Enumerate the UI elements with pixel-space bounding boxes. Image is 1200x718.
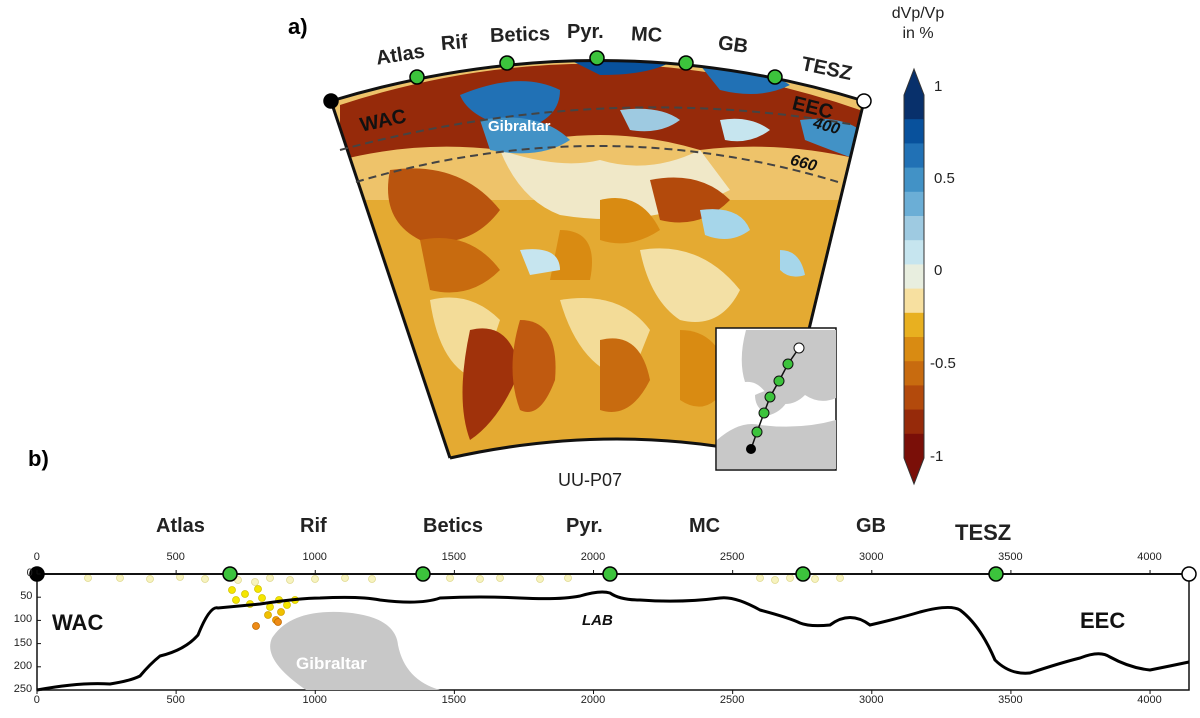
panel-b-label: b) xyxy=(28,446,49,471)
colorbar xyxy=(903,67,925,486)
x-tick-label-bottom: 2500 xyxy=(719,694,745,706)
x-tick-label-bottom: 3000 xyxy=(858,694,884,706)
colorbar-tick: 0 xyxy=(934,262,943,279)
region-label-gb: GB xyxy=(856,515,886,537)
region-label-pyrenees: Pyr. xyxy=(567,21,604,43)
x-tick-label-bottom: 2000 xyxy=(580,694,606,706)
lab-depth-curve xyxy=(36,590,1190,692)
inset-location-map xyxy=(715,327,837,471)
colorbar-tick: -0.5 xyxy=(930,355,956,372)
y-tick-label: 150 xyxy=(13,636,33,649)
colorbar-title-line2: in % xyxy=(902,25,934,42)
region-label-pyrenees: Pyr. xyxy=(566,515,603,537)
colorbar-step xyxy=(904,143,924,169)
colorbar-step xyxy=(904,312,924,338)
colorbar-step xyxy=(904,433,924,459)
x-tick-label-top: 500 xyxy=(166,551,185,563)
colorbar-step xyxy=(904,385,924,411)
colorbar-step xyxy=(904,264,924,290)
station-marker xyxy=(222,566,238,582)
station-marker xyxy=(499,55,515,71)
station-marker xyxy=(589,50,605,66)
station-marker xyxy=(409,69,425,85)
x-tick-label-top: 1000 xyxy=(302,551,327,563)
y-tick-label: 200 xyxy=(13,659,33,672)
discontinuity-660-line xyxy=(355,145,839,183)
colorbar-step xyxy=(904,95,924,120)
region-label-rif: Rif xyxy=(440,30,469,56)
colorbar-step xyxy=(904,119,924,144)
x-tick-label-top: 1500 xyxy=(441,551,467,563)
profile-name: UU-P07 xyxy=(558,470,623,490)
x-tick-label-top: 2500 xyxy=(719,551,745,563)
colorbar-step xyxy=(904,361,924,386)
colorbar-tick: 0.5 xyxy=(934,170,955,187)
x-tick-label-bottom: 0 xyxy=(33,694,40,706)
station-marker xyxy=(678,55,694,71)
region-label-massif-central: MC xyxy=(689,515,721,537)
wedge-left-boundary xyxy=(329,100,452,459)
gibraltar-label: Gibraltar xyxy=(296,654,367,673)
lab-label: LAB xyxy=(582,612,613,629)
x-tick-label-top: 4000 xyxy=(1137,551,1162,563)
colorbar-step xyxy=(904,191,924,217)
y-tick-label: 250 xyxy=(13,683,33,695)
x-tick-label-bottom: 4000 xyxy=(1137,694,1162,706)
station-marker xyxy=(602,566,618,582)
region-label-atlas: Atlas xyxy=(156,515,205,537)
region-label-betics: Betics xyxy=(489,22,551,48)
station-marker xyxy=(795,566,811,582)
x-tick-label-bottom: 3500 xyxy=(998,694,1023,706)
colorbar-max-extension xyxy=(904,69,924,95)
region-label-rif: Rif xyxy=(300,515,327,537)
colorbar-step xyxy=(904,240,924,265)
colorbar-title: dVp/Vp in % xyxy=(878,4,958,44)
y-tick-label: 100 xyxy=(13,613,33,626)
x-tick-label-top: 0 xyxy=(33,551,40,563)
region-label-betics: Betics xyxy=(423,515,484,537)
y-tick-label: 50 xyxy=(20,590,33,603)
colorbar-outline xyxy=(903,67,925,486)
station-marker xyxy=(415,566,431,582)
station-marker xyxy=(767,69,783,85)
gibraltar-label: Gibraltar xyxy=(488,118,551,135)
panel-a-label: a) xyxy=(288,14,308,39)
colorbar-step xyxy=(904,337,924,362)
colorbar-step xyxy=(904,288,924,314)
discontinuity-400-line xyxy=(339,106,856,151)
axis-tick-marks xyxy=(36,570,1151,694)
x-tick-label-top: 3000 xyxy=(858,551,884,563)
end-marker xyxy=(856,93,872,109)
colorbar-min-extension xyxy=(904,458,924,484)
eec-label: EEC xyxy=(1080,608,1126,633)
region-label-massif-central: MC xyxy=(630,23,663,47)
colorbar-step xyxy=(904,167,924,193)
region-label-tesz: TESZ xyxy=(955,520,1012,545)
colorbar-step xyxy=(904,216,924,241)
gibraltar-slab xyxy=(270,611,440,690)
start-marker xyxy=(323,93,339,109)
x-tick-label-bottom: 1000 xyxy=(302,694,327,706)
region-label-gb: GB xyxy=(716,32,750,58)
x-tick-label-bottom: 500 xyxy=(166,694,185,706)
colorbar-tick: 1 xyxy=(934,78,943,95)
x-tick-label-top: 2000 xyxy=(580,551,606,563)
end-marker xyxy=(1181,566,1197,582)
y-tick-label: 0 xyxy=(26,567,33,579)
x-tick-label-bottom: 1500 xyxy=(441,694,467,706)
colorbar-step xyxy=(904,409,924,435)
colorbar-tick: -1 xyxy=(930,448,944,465)
colorbar-title-line1: dVp/Vp xyxy=(891,5,945,22)
station-marker xyxy=(988,566,1004,582)
x-tick-label-top: 3500 xyxy=(998,551,1023,563)
wac-label: WAC xyxy=(52,610,104,635)
